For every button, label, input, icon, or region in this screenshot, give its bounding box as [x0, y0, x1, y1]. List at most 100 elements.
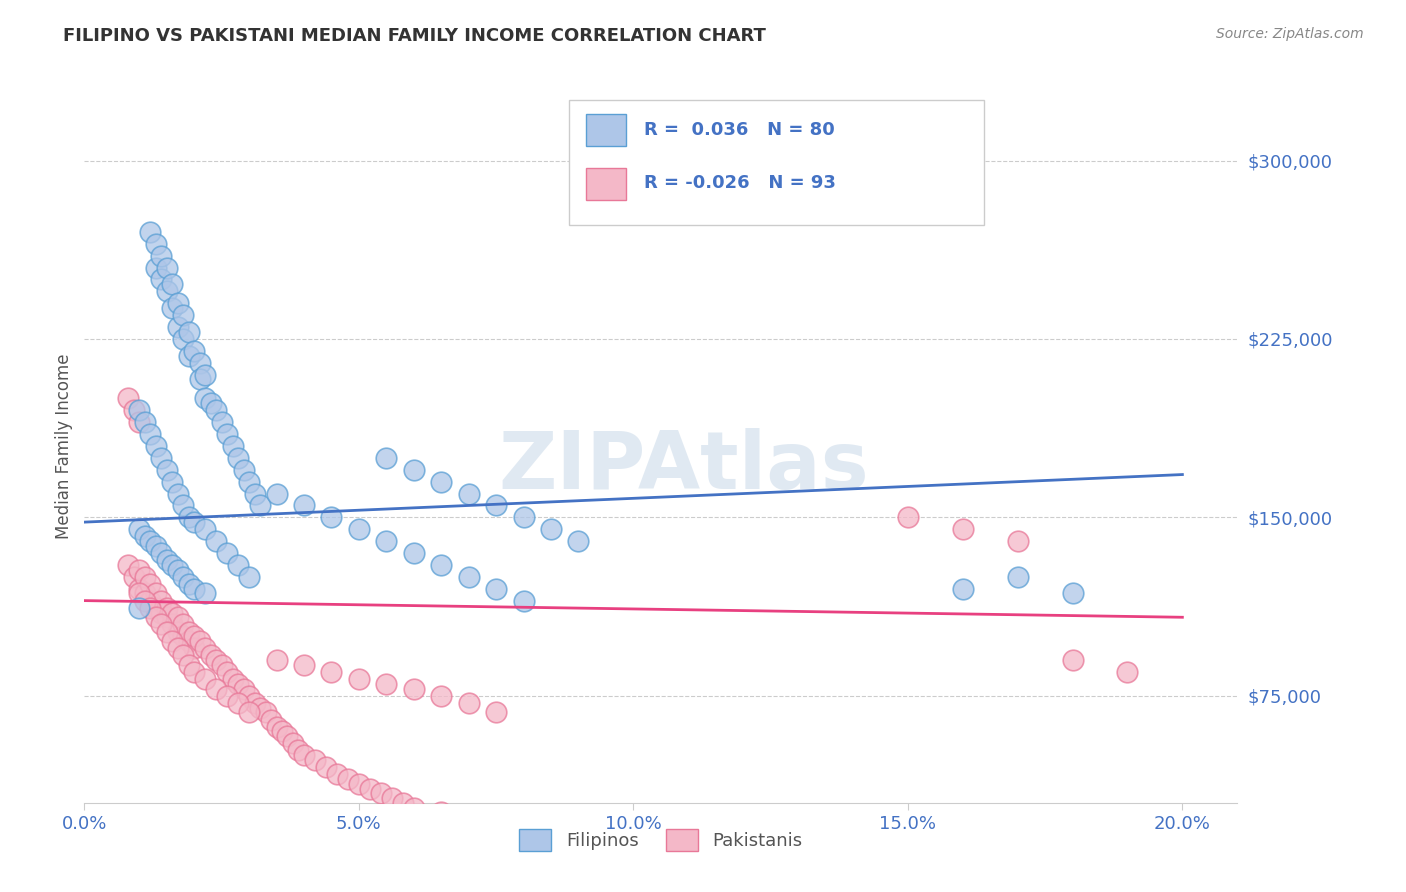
Point — [485, 582, 508, 596]
Point — [249, 499, 271, 513]
Point — [238, 475, 260, 489]
Point — [150, 617, 173, 632]
Point — [211, 415, 233, 429]
Point — [226, 677, 249, 691]
Point — [243, 486, 266, 500]
Point — [134, 415, 156, 429]
Point — [150, 450, 173, 465]
Point — [166, 610, 188, 624]
Point — [292, 657, 315, 672]
Point — [1007, 570, 1029, 584]
Point — [512, 510, 534, 524]
Point — [122, 403, 145, 417]
Point — [183, 629, 205, 643]
Point — [287, 743, 309, 757]
Point — [457, 810, 479, 824]
Point — [166, 641, 188, 656]
Text: ZIPAtlas: ZIPAtlas — [499, 428, 869, 507]
Point — [381, 791, 404, 805]
Point — [232, 463, 254, 477]
Point — [194, 672, 217, 686]
Point — [166, 320, 188, 334]
Point — [145, 586, 167, 600]
Point — [160, 606, 183, 620]
Point — [292, 748, 315, 763]
Point — [217, 689, 239, 703]
Text: R = -0.026   N = 93: R = -0.026 N = 93 — [644, 175, 835, 193]
Point — [238, 706, 260, 720]
Point — [430, 689, 453, 703]
Point — [485, 814, 508, 829]
Point — [160, 301, 183, 315]
Point — [183, 515, 205, 529]
Point — [150, 546, 173, 560]
Point — [402, 800, 425, 814]
Point — [177, 325, 200, 339]
Point — [172, 499, 194, 513]
Point — [260, 713, 283, 727]
Point — [266, 720, 288, 734]
Point — [347, 777, 370, 791]
Point — [128, 415, 150, 429]
Point — [485, 706, 508, 720]
Point — [281, 736, 304, 750]
FancyBboxPatch shape — [586, 114, 626, 146]
Point — [156, 624, 179, 639]
Point — [177, 349, 200, 363]
Point — [122, 570, 145, 584]
Point — [304, 753, 326, 767]
Point — [249, 700, 271, 714]
Point — [370, 786, 392, 800]
Point — [160, 277, 183, 292]
Point — [391, 796, 413, 810]
Point — [232, 681, 254, 696]
Point — [254, 706, 277, 720]
Point — [128, 563, 150, 577]
Point — [156, 610, 179, 624]
Point — [177, 577, 200, 591]
Point — [200, 396, 222, 410]
Point — [145, 236, 167, 251]
Point — [211, 657, 233, 672]
Point — [326, 767, 349, 781]
Point — [150, 272, 173, 286]
Point — [166, 486, 188, 500]
Point — [172, 629, 194, 643]
Point — [321, 665, 343, 679]
Point — [160, 634, 183, 648]
Point — [177, 510, 200, 524]
Point — [160, 558, 183, 572]
Point — [172, 617, 194, 632]
Point — [315, 760, 337, 774]
Point — [457, 696, 479, 710]
Point — [139, 534, 162, 549]
Point — [183, 641, 205, 656]
Point — [226, 450, 249, 465]
Point — [156, 463, 179, 477]
Point — [139, 577, 162, 591]
Point — [952, 522, 974, 536]
Point — [375, 534, 398, 549]
Point — [145, 610, 167, 624]
Point — [172, 648, 194, 663]
Point — [194, 392, 217, 406]
Point — [567, 829, 589, 843]
Point — [134, 529, 156, 543]
Point — [243, 696, 266, 710]
Point — [134, 593, 156, 607]
Point — [205, 403, 228, 417]
Point — [430, 475, 453, 489]
Point — [188, 356, 211, 370]
Point — [336, 772, 359, 786]
Point — [402, 681, 425, 696]
Point — [166, 296, 188, 310]
Point — [150, 593, 173, 607]
FancyBboxPatch shape — [568, 100, 984, 225]
Point — [177, 624, 200, 639]
Point — [402, 463, 425, 477]
Point — [952, 582, 974, 596]
Point — [194, 368, 217, 382]
Point — [1062, 653, 1084, 667]
Point — [512, 820, 534, 834]
Point — [194, 641, 217, 656]
